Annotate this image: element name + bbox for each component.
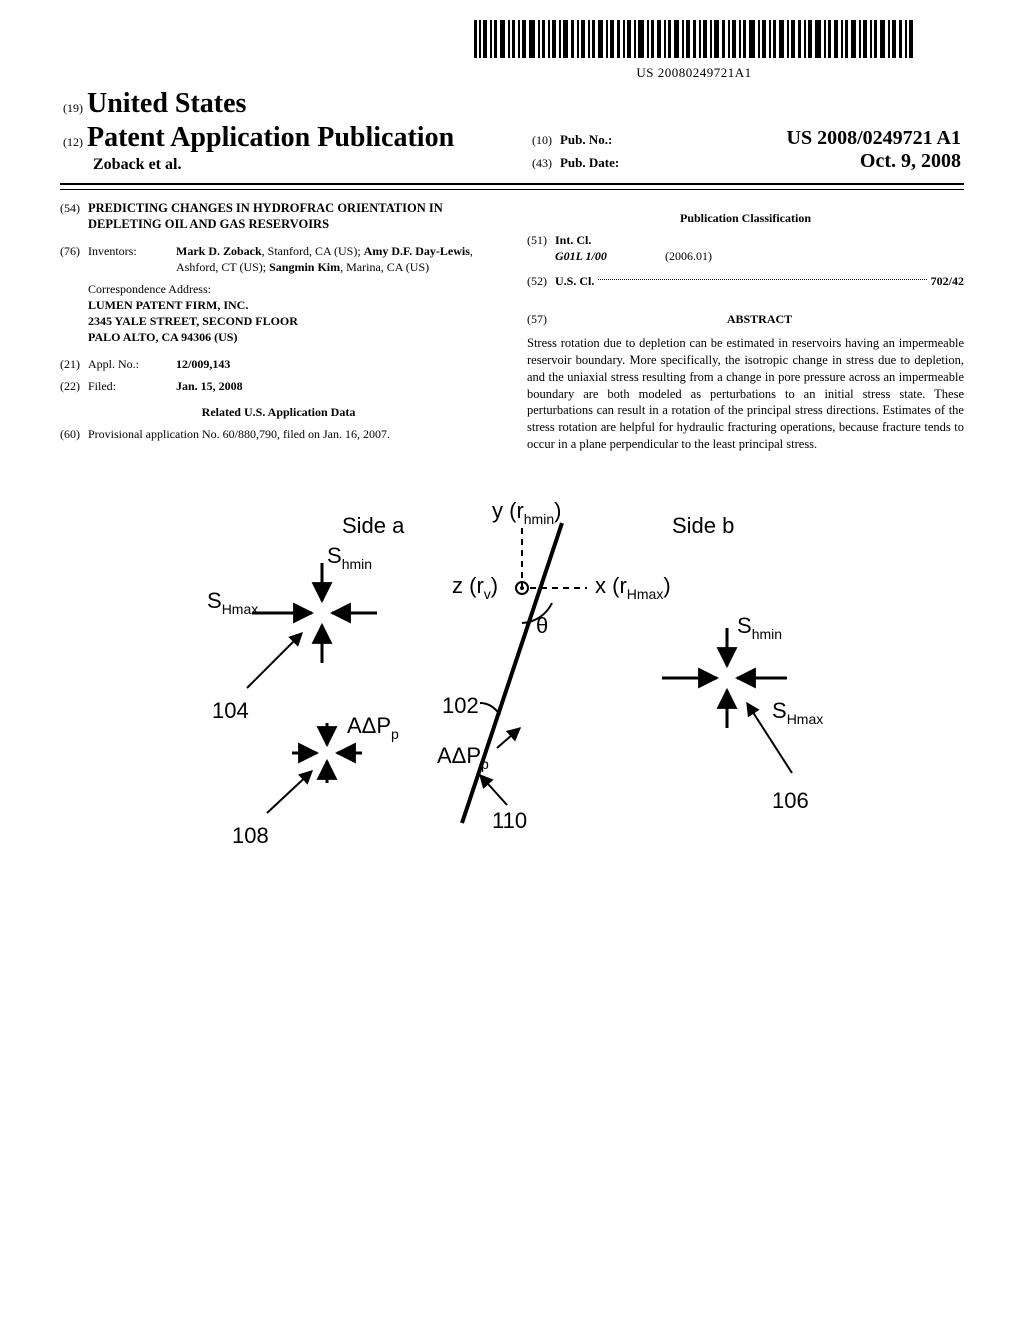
author-line: Zoback et al. xyxy=(93,156,528,174)
shmax-right: SHmax xyxy=(772,698,823,727)
ref-108: 108 xyxy=(232,823,269,848)
right-column: Publication Classification (51) Int. Cl.… xyxy=(527,200,964,453)
filed-date: Jan. 15, 2008 xyxy=(176,378,497,394)
related-header: Related U.S. Application Data xyxy=(60,404,497,420)
corr-label: Correspondence Address: xyxy=(88,281,497,297)
invention-title: PREDICTING CHANGES IN HYDROFRAC ORIENTAT… xyxy=(88,200,497,233)
leader-dots xyxy=(598,279,926,280)
corr-line-1: LUMEN PATENT FIRM, INC. xyxy=(88,297,497,313)
shmin-right: Shmin xyxy=(737,613,782,642)
theta-label: θ xyxy=(536,613,548,638)
header-rule-thin xyxy=(60,189,964,190)
z-axis-label: z (rv) xyxy=(452,573,498,602)
intcl-code: G01L 1/00 xyxy=(555,248,665,264)
classification-header: Publication Classification xyxy=(527,210,964,226)
blank xyxy=(527,248,555,264)
intcl-year: (2006.01) xyxy=(665,248,712,264)
corr-line-3: PALO ALTO, CA 94306 (US) xyxy=(88,329,497,345)
code-19: (19) xyxy=(63,101,83,115)
ref-104: 104 xyxy=(212,698,249,723)
side-b-label: Side b xyxy=(672,513,734,538)
code-51: (51) xyxy=(527,232,555,248)
ref-110: 110 xyxy=(492,808,527,833)
adp-label-left: AΔPp xyxy=(347,713,399,742)
correspondence-address: Correspondence Address: LUMEN PATENT FIR… xyxy=(88,281,497,346)
publication-number: US 2008/0249721 A1 xyxy=(787,127,961,150)
side-a-label: Side a xyxy=(342,513,405,538)
uscl-value: 702/42 xyxy=(931,273,964,289)
abstract-text: Stress rotation due to depletion can be … xyxy=(527,335,964,453)
header-rule-thick xyxy=(60,183,964,185)
barcode-block: US 20080249721A1 xyxy=(474,20,914,81)
code-12: (12) xyxy=(63,135,83,149)
x-axis-label: x (rHmax) xyxy=(595,573,671,602)
inventors: Mark D. Zoback, Stanford, CA (US); Amy D… xyxy=(176,243,497,275)
country: United States xyxy=(87,88,246,119)
pubdate-label: Pub. Date: xyxy=(560,155,619,171)
y-axis-label: y (rhmin) xyxy=(492,498,561,527)
header: (19) United States (12) Patent Applicati… xyxy=(60,85,964,177)
pubno-label: Pub. No.: xyxy=(560,132,612,148)
related-application-text: Provisional application No. 60/880,790, … xyxy=(88,426,497,442)
code-76: (76) xyxy=(60,243,88,275)
abstract-label: ABSTRACT xyxy=(555,311,964,327)
barcode-graphic xyxy=(474,20,914,63)
barcode-number: US 20080249721A1 xyxy=(474,65,914,81)
intcl-label: Int. Cl. xyxy=(555,232,591,248)
inventors-label: Inventors: xyxy=(88,243,176,275)
publication-date: Oct. 9, 2008 xyxy=(860,150,961,173)
code-54: (54) xyxy=(60,200,88,233)
bibliographic-data: (54) PREDICTING CHANGES IN HYDROFRAC ORI… xyxy=(60,200,964,453)
code-43: (43) xyxy=(532,156,560,171)
code-57: (57) xyxy=(527,311,555,327)
shmax-left: SHmax xyxy=(207,588,258,617)
code-60: (60) xyxy=(60,426,88,442)
applno-label: Appl. No.: xyxy=(88,356,176,372)
application-number: 12/009,143 xyxy=(176,356,497,372)
publication-type: Patent Application Publication xyxy=(87,122,454,153)
code-22: (22) xyxy=(60,378,88,394)
adp-label-center: AΔPp xyxy=(437,743,489,772)
uscl-label: U.S. Cl. xyxy=(555,273,594,289)
figure: Side a Side b y (rhmin) z (rv) x (rHmax)… xyxy=(60,493,964,878)
code-21: (21) xyxy=(60,356,88,372)
code-52: (52) xyxy=(527,273,555,289)
ref-106: 106 xyxy=(772,788,809,813)
corr-line-2: 2345 YALE STREET, SECOND FLOOR xyxy=(88,313,497,329)
code-10: (10) xyxy=(532,133,560,148)
filed-label: Filed: xyxy=(88,378,176,394)
shmin-left: Shmin xyxy=(327,543,372,572)
ref-102: 102 xyxy=(442,693,479,718)
left-column: (54) PREDICTING CHANGES IN HYDROFRAC ORI… xyxy=(60,200,497,453)
